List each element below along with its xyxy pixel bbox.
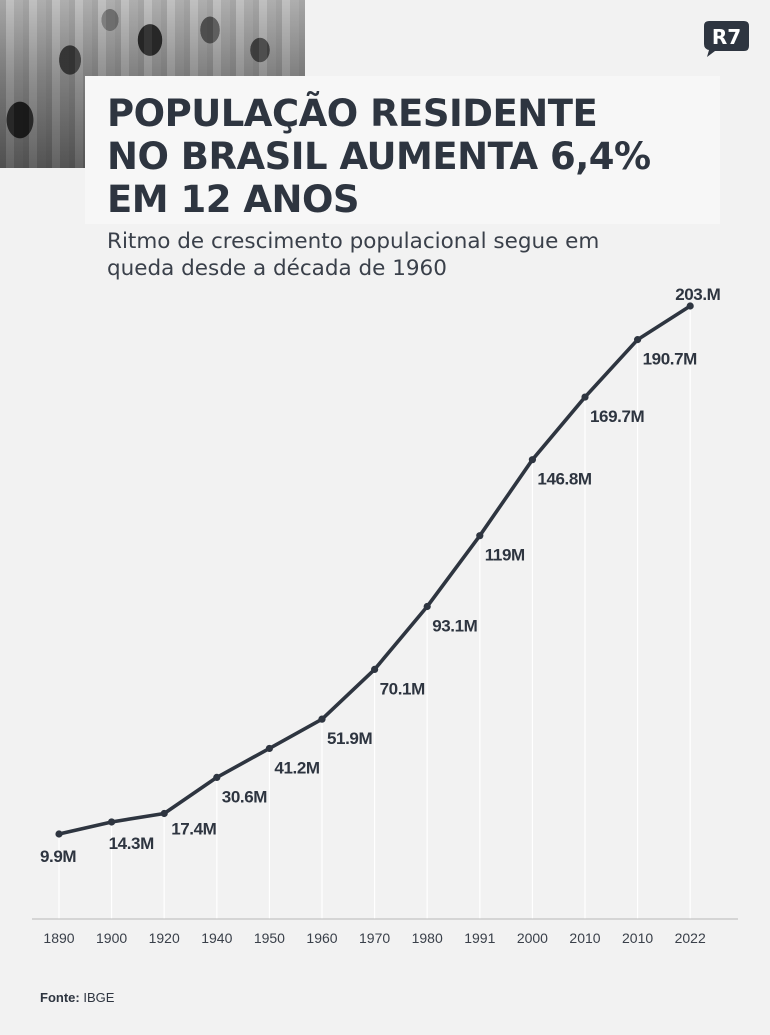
data-point — [423, 602, 431, 611]
value-label: 14.3M — [109, 834, 154, 853]
value-label: 17.4M — [171, 819, 216, 838]
x-tick-label: 1991 — [464, 930, 495, 946]
data-point — [108, 818, 116, 826]
data-point — [160, 809, 168, 818]
value-label: 30.6M — [222, 787, 267, 806]
x-tick-label: 1920 — [149, 930, 180, 946]
data-point — [686, 302, 694, 310]
x-tick-label: 1900 — [96, 930, 127, 946]
value-label: 51.9M — [327, 729, 372, 748]
value-label: 9.9M — [40, 847, 76, 866]
x-tick-label: 1960 — [306, 930, 337, 946]
x-tick-label: 1950 — [254, 930, 285, 946]
page-subtitle: Ritmo de crescimento populacional segue … — [107, 229, 600, 281]
x-tick-label: 2022 — [675, 930, 706, 946]
value-label: 190.7M — [643, 350, 698, 369]
data-point — [476, 532, 484, 540]
value-label: 119M — [485, 546, 525, 565]
data-point — [318, 715, 326, 723]
value-label: 41.2M — [274, 758, 319, 777]
value-label: 169.7M — [590, 407, 645, 426]
data-point — [528, 456, 537, 464]
source-label: Fonte: — [40, 990, 80, 1005]
x-tick-label: 1980 — [412, 930, 443, 946]
source-note: Fonte: IBGE — [40, 990, 114, 1005]
value-label: 70.1M — [380, 679, 425, 698]
data-point — [581, 393, 589, 401]
value-label: 146.8M — [537, 470, 592, 489]
x-tick-label: 1940 — [201, 930, 232, 946]
r7-logo-text: R7 — [712, 25, 741, 49]
r7-logo: R7 — [704, 21, 749, 57]
value-label: 203.M — [675, 285, 720, 304]
title-card — [85, 76, 720, 224]
x-tick-label: 1970 — [359, 930, 390, 946]
data-point — [371, 665, 379, 673]
value-label: 93.1M — [432, 617, 477, 636]
x-tick-label: 2000 — [517, 930, 548, 946]
x-tick-label: 2010 — [569, 930, 600, 946]
source-value: IBGE — [83, 990, 115, 1005]
data-point — [634, 336, 642, 344]
data-point — [55, 830, 63, 838]
x-tick-label: 1890 — [43, 930, 74, 946]
page-title: POPULAÇÃO RESIDENTE NO BRASIL AUMENTA 6,… — [107, 92, 651, 221]
data-point — [213, 773, 221, 781]
x-tick-label: 2010 — [622, 930, 653, 946]
data-point — [265, 744, 273, 753]
